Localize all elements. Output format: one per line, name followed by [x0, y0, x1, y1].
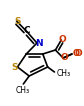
- Text: O: O: [60, 54, 68, 63]
- Text: CH₃: CH₃: [15, 86, 29, 95]
- Text: S: S: [11, 63, 18, 72]
- Text: S: S: [14, 17, 21, 26]
- Text: N: N: [35, 38, 43, 47]
- Text: O: O: [73, 49, 80, 57]
- Text: O: O: [75, 50, 83, 59]
- Text: O: O: [58, 36, 66, 45]
- Text: CH₃: CH₃: [56, 68, 71, 77]
- Text: C: C: [24, 26, 31, 35]
